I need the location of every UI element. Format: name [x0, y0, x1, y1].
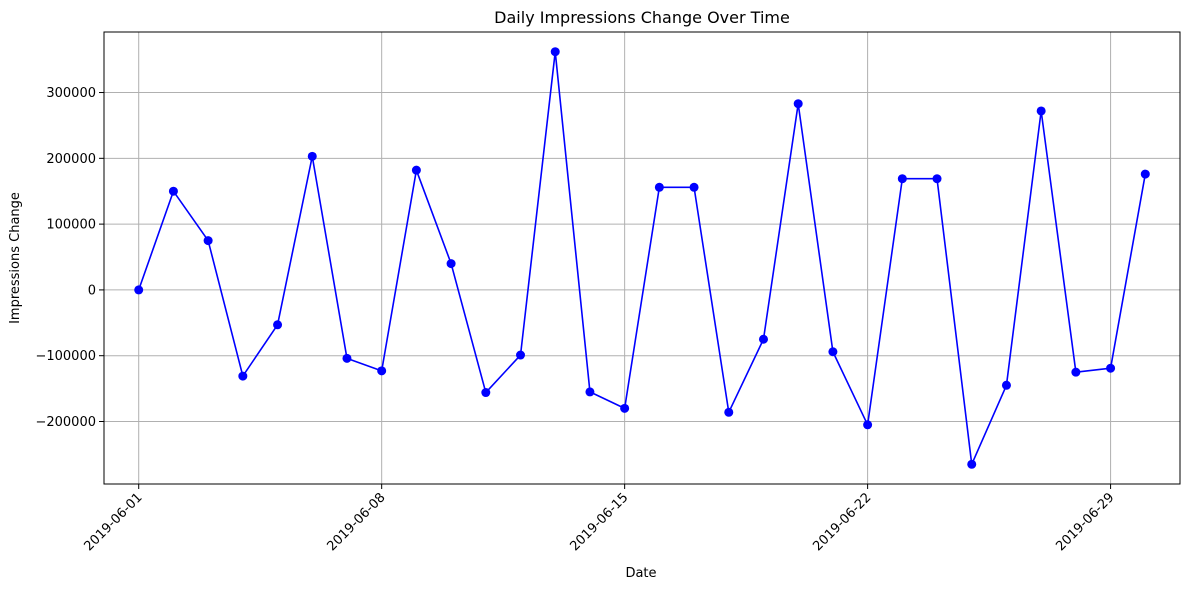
data-point	[967, 459, 977, 469]
data-point	[134, 285, 144, 295]
data-point	[273, 320, 283, 330]
plot-frame	[103, 31, 1181, 485]
data-point	[724, 407, 734, 417]
data-point	[932, 174, 942, 184]
data-point	[863, 420, 873, 430]
data-point	[758, 334, 768, 344]
data-point	[1106, 363, 1116, 373]
data-point	[307, 151, 317, 161]
y-axis-label: Impressions Change	[8, 192, 23, 324]
data-point	[1071, 367, 1081, 377]
y-tick-label: 100000	[46, 218, 96, 233]
data-point	[342, 353, 352, 363]
data-point	[446, 259, 456, 269]
data-point	[585, 387, 595, 397]
data-point	[689, 182, 699, 192]
data-point	[654, 182, 664, 192]
grid	[104, 32, 1180, 484]
data-point	[168, 186, 178, 196]
data-point	[1140, 169, 1150, 179]
series-line	[137, 50, 1147, 466]
x-axis-label: Date	[625, 566, 656, 581]
data-point	[550, 47, 560, 57]
data-point	[203, 236, 213, 246]
data-point	[793, 99, 803, 109]
y-tick-label: 0	[88, 283, 96, 298]
data-point	[828, 347, 838, 357]
y-tick-label: 200000	[46, 152, 96, 167]
data-point	[238, 371, 248, 381]
y-tick-label: −200000	[35, 415, 96, 430]
data-point	[377, 366, 387, 376]
data-point	[1036, 106, 1046, 116]
data-point	[411, 165, 421, 175]
y-tick-label: −100000	[35, 349, 96, 364]
series-layer	[134, 47, 1150, 469]
data-point	[620, 403, 630, 413]
data-point	[481, 388, 491, 398]
chart-title: Daily Impressions Change Over Time	[494, 8, 790, 27]
data-point	[1001, 380, 1011, 390]
data-point	[897, 174, 907, 184]
y-tick-label: 300000	[46, 86, 96, 101]
data-point	[516, 350, 526, 360]
